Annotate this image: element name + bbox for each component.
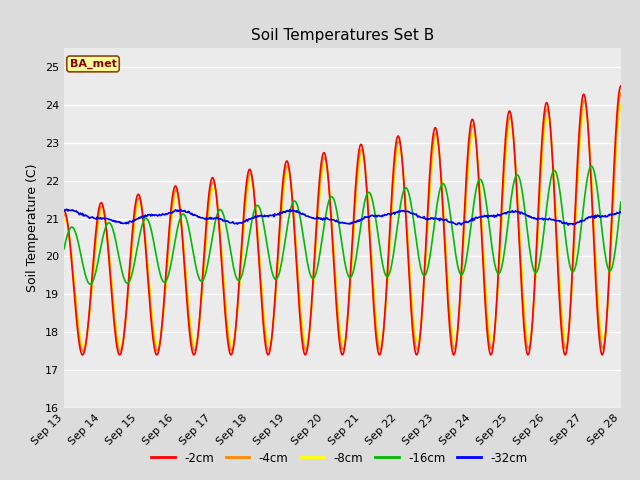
Y-axis label: Soil Temperature (C): Soil Temperature (C) — [26, 164, 39, 292]
Legend: -2cm, -4cm, -8cm, -16cm, -32cm: -2cm, -4cm, -8cm, -16cm, -32cm — [147, 447, 532, 469]
Title: Soil Temperatures Set B: Soil Temperatures Set B — [251, 28, 434, 43]
Text: BA_met: BA_met — [70, 59, 116, 69]
